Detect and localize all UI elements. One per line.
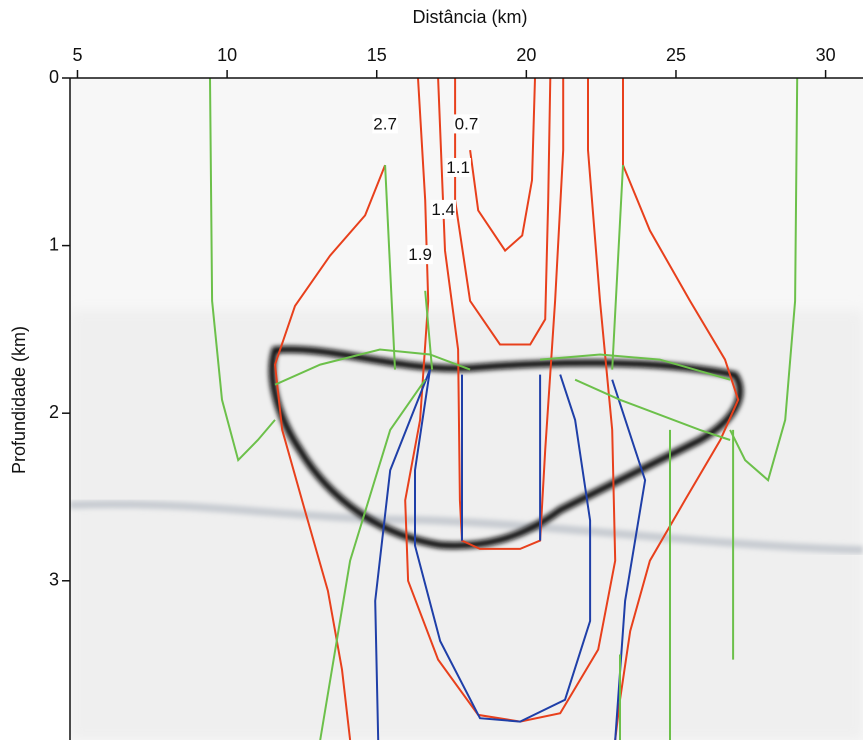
curve: [209, 78, 276, 463]
curve: [414, 369, 592, 723]
curve: [614, 78, 740, 740]
curve: [729, 78, 799, 482]
y-axis-label: Profundidade (km): [9, 326, 29, 474]
curve: [404, 78, 617, 723]
y-tick-label: 0: [49, 67, 59, 87]
contour-label-bg: [372, 114, 398, 134]
curve: [374, 369, 431, 740]
contour-label: 1.1: [446, 158, 470, 177]
x-tick-label: 5: [72, 45, 82, 65]
seismic-image: [70, 78, 863, 740]
curve: [384, 165, 434, 370]
y-tick-label: 1: [49, 234, 59, 254]
x-tick-label: 15: [367, 45, 387, 65]
curves: [209, 78, 799, 740]
contour-label: 1.4: [431, 200, 455, 219]
curve: [469, 78, 536, 253]
y-tick-label: 3: [49, 570, 59, 590]
curve: [319, 378, 731, 740]
curve: [461, 374, 542, 541]
contour-label-bg: [445, 157, 471, 177]
curve: [274, 348, 731, 386]
contour-label: 2.7: [373, 114, 397, 133]
contour-label-bg: [430, 199, 456, 219]
reflector-faint: [70, 500, 863, 554]
curve: [437, 78, 565, 550]
curve: [454, 78, 552, 346]
curve: [273, 164, 387, 740]
x-tick-label: 10: [217, 45, 237, 65]
contour-label-bg: [453, 114, 480, 134]
contour-label: 1.9: [408, 245, 432, 264]
curve: [611, 165, 735, 740]
x-tick-label: 20: [516, 45, 536, 65]
x-tick-label: 25: [666, 45, 686, 65]
y-tick-label: 2: [49, 402, 59, 422]
reflector: [268, 345, 744, 550]
contour-label: 0.7: [455, 114, 479, 133]
x-axis-label: Distância (km): [412, 7, 527, 27]
contour-label-bg: [407, 245, 433, 265]
x-tick-label: 30: [816, 45, 836, 65]
